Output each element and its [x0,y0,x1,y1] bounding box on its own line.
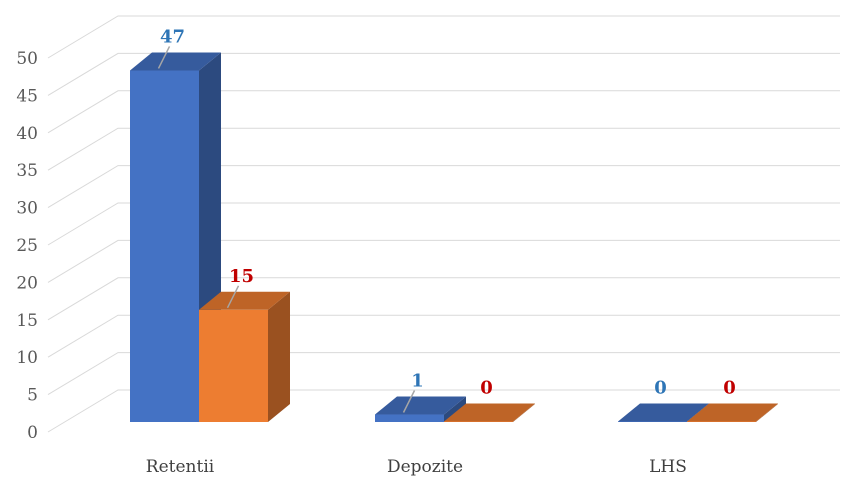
data-label: 1 [411,371,424,392]
category-label: Depozite [387,457,463,477]
category-label: Retentii [146,457,215,477]
bar [687,403,778,422]
bar-front [444,421,513,422]
bar-side [756,403,778,422]
gridline [47,239,840,283]
bar-top [130,52,221,71]
bar-side [268,291,290,422]
y-tick-label: 40 [16,124,38,144]
bar-side [513,403,535,422]
y-tick-label: 0 [27,423,38,443]
bar-front [375,414,444,422]
gridline [47,277,840,321]
bar-top [618,403,709,422]
label-leader [157,46,171,69]
data-label: 0 [480,378,493,399]
y-tick-label: 45 [16,86,38,106]
bar-front [618,421,687,422]
gridline [47,165,840,209]
y-tick-label: 10 [16,348,38,368]
bar [444,403,535,422]
gridline [47,127,840,171]
gridline [47,314,840,358]
data-label: 0 [723,378,736,399]
y-tick-label: 5 [27,386,38,406]
gridline [47,202,840,246]
bar-front [199,309,268,422]
bar [199,291,290,422]
bar-top [375,396,466,415]
gridline [47,52,840,96]
bar-side [444,396,466,422]
gridline [47,90,840,134]
data-label: 0 [654,378,667,399]
y-axis-ticks: 0 5 10 15 20 25 30 35 40 45 50 [16,49,38,443]
bar-top [444,403,535,422]
x-axis-categories: Retentii Depozite LHS [146,457,687,477]
y-tick-label: 25 [16,236,38,256]
y-tick-label: 50 [16,49,38,69]
gridline [47,389,840,433]
bar-top [199,291,290,310]
label-leader [402,390,416,413]
data-labels: 47 15 1 0 0 0 [157,26,736,413]
bar-front [130,70,199,422]
data-label: 47 [160,26,185,47]
y-tick-label: 30 [16,199,38,219]
bar-top [687,403,778,422]
bar [375,396,466,422]
gridline [47,15,840,59]
gridline [47,352,840,396]
y-tick-label: 15 [16,311,38,331]
category-label: LHS [649,457,687,477]
y-tick-label: 35 [16,161,38,181]
data-label: 15 [229,266,254,287]
y-tick-label: 20 [16,273,38,293]
label-leader [226,285,240,309]
gridlines [47,15,840,433]
bar-front [687,421,756,422]
bars [130,52,778,422]
